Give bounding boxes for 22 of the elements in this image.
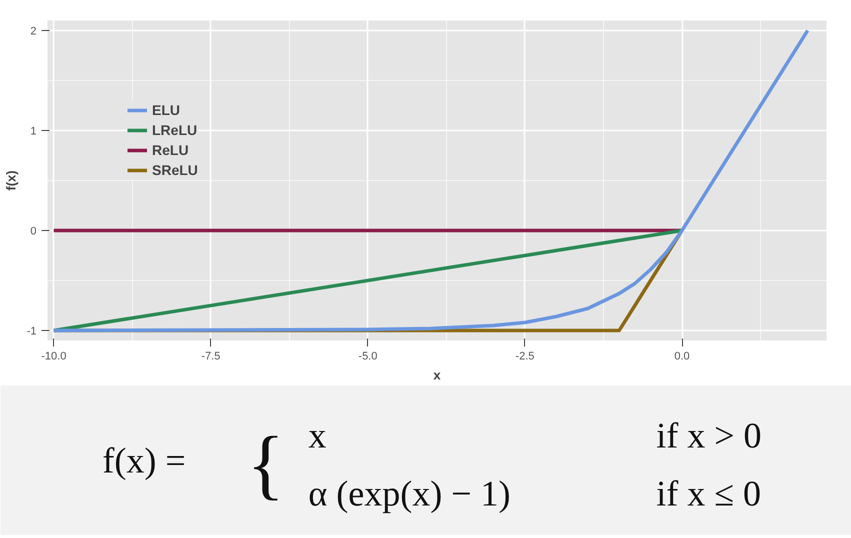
y-tick-label: -1 [26, 326, 36, 338]
x-tick-label: -7.5 [201, 350, 220, 362]
x-tick-label: -2.5 [515, 350, 534, 362]
legend-label: LReLU [152, 122, 198, 138]
line-series [52, 28, 810, 332]
text: α (exp(x) − 1) [308, 474, 510, 514]
y-tick-label: 0 [30, 226, 37, 238]
y-tick-label: 1 [30, 126, 37, 138]
text: if x > 0 [656, 416, 762, 456]
y-tick-label: 2 [30, 26, 37, 38]
text: x [308, 416, 326, 456]
y-axis-title: f(x) [4, 170, 19, 191]
legend-label: SReLU [152, 162, 198, 178]
legend-label: ReLU [152, 142, 189, 158]
x-tick-label: -10.0 [41, 350, 66, 362]
x-tick-label: 0.0 [674, 350, 690, 362]
text: f(x) = [102, 440, 186, 480]
text: { [247, 420, 285, 507]
x-axis-title: x [433, 368, 442, 382]
text: if x ≤ 0 [656, 474, 761, 514]
legend-label: ELU [152, 102, 180, 118]
x-tick-label: -5.0 [358, 350, 378, 362]
